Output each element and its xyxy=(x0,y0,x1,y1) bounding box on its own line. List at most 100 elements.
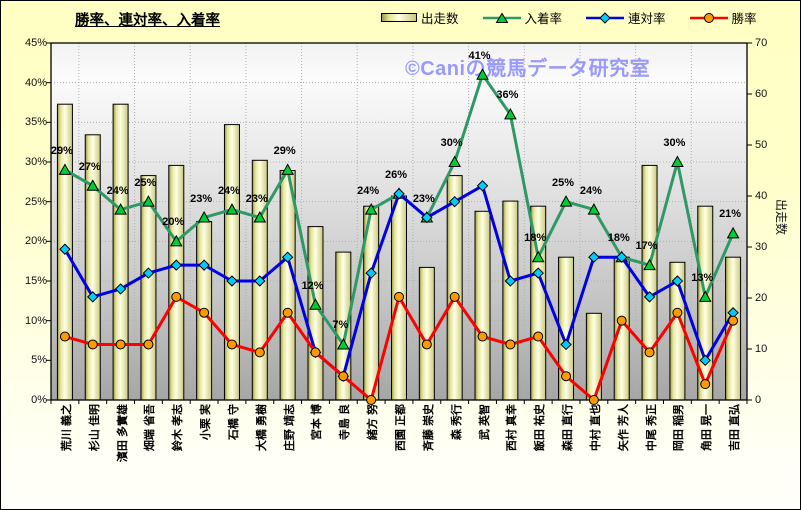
circle-marker-勝率 xyxy=(171,291,182,302)
triangle-marker-入着率 xyxy=(281,163,294,175)
right-axis-tick-label: 40 xyxy=(755,190,768,202)
legend-item-starts[interactable]: 出走数 xyxy=(381,8,459,27)
data-label-入着率: 18% xyxy=(607,232,630,245)
data-label-入着率: 12% xyxy=(301,279,324,292)
diamond-marker-連対率 xyxy=(254,275,266,287)
data-label-入着率: 23% xyxy=(412,192,435,205)
legend-item-quinella-rate[interactable]: 連対率 xyxy=(586,8,666,27)
bar-武 英智 xyxy=(474,210,491,401)
category-label: 飯田 祐史 xyxy=(534,404,547,452)
bar-吉田 直弘 xyxy=(725,256,742,401)
triangle-marker-入着率 xyxy=(504,107,517,120)
data-label-入着率: 24% xyxy=(357,184,380,197)
category-label: 中村 直也 xyxy=(589,404,602,452)
diamond-marker-連対率 xyxy=(59,243,71,255)
circle-marker-勝率 xyxy=(505,339,516,350)
category-label: 岡田 稲男 xyxy=(673,404,686,452)
left-axis-tick-label: 15% xyxy=(24,275,47,287)
triangle-marker-入着率 xyxy=(559,195,573,207)
bar-legend-marker xyxy=(381,13,417,22)
category-label: 西園 正都 xyxy=(395,404,407,452)
circle-marker-勝率 xyxy=(728,315,739,326)
category-label: 斉藤 崇史 xyxy=(422,404,435,452)
circle-marker-勝率 xyxy=(561,371,572,382)
category-label: 宮本 博 xyxy=(311,404,324,441)
bar-中尾 秀正 xyxy=(641,164,658,401)
left-axis-tick-label: 0% xyxy=(31,394,47,406)
diamond-marker-連対率 xyxy=(393,188,405,200)
circle-marker-勝率 xyxy=(672,307,683,318)
right-axis-tick-label: 20 xyxy=(755,292,768,304)
data-label-入着率: 24% xyxy=(579,184,602,197)
diamond-marker-連対率 xyxy=(170,259,182,271)
legend-item-place-rate[interactable]: 入着率 xyxy=(482,8,562,27)
diamond-marker-連対率 xyxy=(448,195,461,208)
bar-石橋 守 xyxy=(223,124,240,401)
legend-label: 連対率 xyxy=(628,12,666,26)
data-label-入着率: 21% xyxy=(719,208,742,221)
right-axis-tick-label: 60 xyxy=(755,88,768,100)
diamond-legend-glyph xyxy=(586,11,625,24)
chart-title: 勝率、連対率、入着率 xyxy=(75,13,220,29)
circle-marker-勝率 xyxy=(644,347,655,358)
watermark: ©Caniの競馬データ研究室 xyxy=(405,56,650,80)
diamond-marker-連対率 xyxy=(198,259,210,271)
circle-marker-勝率 xyxy=(616,315,627,326)
circle-marker-勝率 xyxy=(338,371,349,382)
diamond-marker-連対率 xyxy=(114,283,127,295)
diamond-marker-連対率 xyxy=(421,211,433,224)
data-label-入着率: 13% xyxy=(691,271,714,284)
circle-marker-勝率 xyxy=(282,307,293,318)
data-label-入着率: 25% xyxy=(552,176,575,189)
data-label-入着率: 18% xyxy=(524,232,547,245)
triangle-marker-入着率 xyxy=(225,203,239,215)
right-axis-tick-label: 70 xyxy=(755,37,768,49)
right-axis-tick-label: 50 xyxy=(755,139,768,151)
legend-label: 勝率 xyxy=(731,12,757,26)
triangle-marker-入着率 xyxy=(169,234,183,247)
data-label-入着率: 25% xyxy=(134,176,157,189)
category-label: 畑端 省吾 xyxy=(144,404,157,452)
triangle-marker-入着率 xyxy=(448,155,462,167)
diamond-marker-連対率 xyxy=(142,267,155,279)
circle-marker-勝率 xyxy=(449,291,460,302)
left-axis-tick-label: 20% xyxy=(24,235,47,248)
circle-marker-勝率 xyxy=(366,395,377,405)
left-axis-tick-label: 30% xyxy=(24,156,47,168)
circle-marker-勝率 xyxy=(199,307,210,318)
data-label-入着率: 23% xyxy=(190,192,213,205)
right-axis-tick-label: 0 xyxy=(755,394,762,406)
triangle-marker-入着率 xyxy=(587,203,601,215)
triangle-marker-入着率 xyxy=(58,163,72,175)
category-label: 森 秀行 xyxy=(450,404,463,441)
circle-legend-marker xyxy=(689,12,728,24)
triangle-marker-入着率 xyxy=(364,203,378,215)
plot-frame xyxy=(50,42,748,401)
category-label: 武 英智 xyxy=(478,404,491,441)
diamond-marker-連対率 xyxy=(476,180,489,192)
legend: 出走数 入着率 連対率 勝率 xyxy=(381,8,757,27)
category-label: 吉田 直弘 xyxy=(729,404,742,452)
data-label-入着率: 30% xyxy=(663,137,686,149)
data-label-入着率: 17% xyxy=(635,240,658,253)
circle-marker-勝率 xyxy=(59,331,70,342)
data-label-入着率: 41% xyxy=(468,49,491,62)
triangle-marker-入着率 xyxy=(476,68,489,80)
circle-marker-勝率 xyxy=(588,395,599,405)
triangle-marker-入着率 xyxy=(253,210,267,223)
bar-西村 真幸 xyxy=(502,200,519,401)
left-axis-tick-label: 35% xyxy=(24,116,47,129)
data-label-入着率: 29% xyxy=(273,144,296,157)
diamond-marker-連対率 xyxy=(560,338,572,351)
category-label: 大橋 勇樹 xyxy=(255,404,268,452)
circle-marker-勝率 xyxy=(533,331,544,342)
circle-marker-勝率 xyxy=(477,331,488,342)
category-label: 西村 真幸 xyxy=(506,404,519,452)
diamond-marker-連対率 xyxy=(532,267,544,279)
legend-item-win-rate[interactable]: 勝率 xyxy=(689,8,757,27)
triangle-marker-入着率 xyxy=(86,179,100,191)
circle-marker-勝率 xyxy=(226,339,237,350)
diamond-marker-連対率 xyxy=(226,275,238,287)
